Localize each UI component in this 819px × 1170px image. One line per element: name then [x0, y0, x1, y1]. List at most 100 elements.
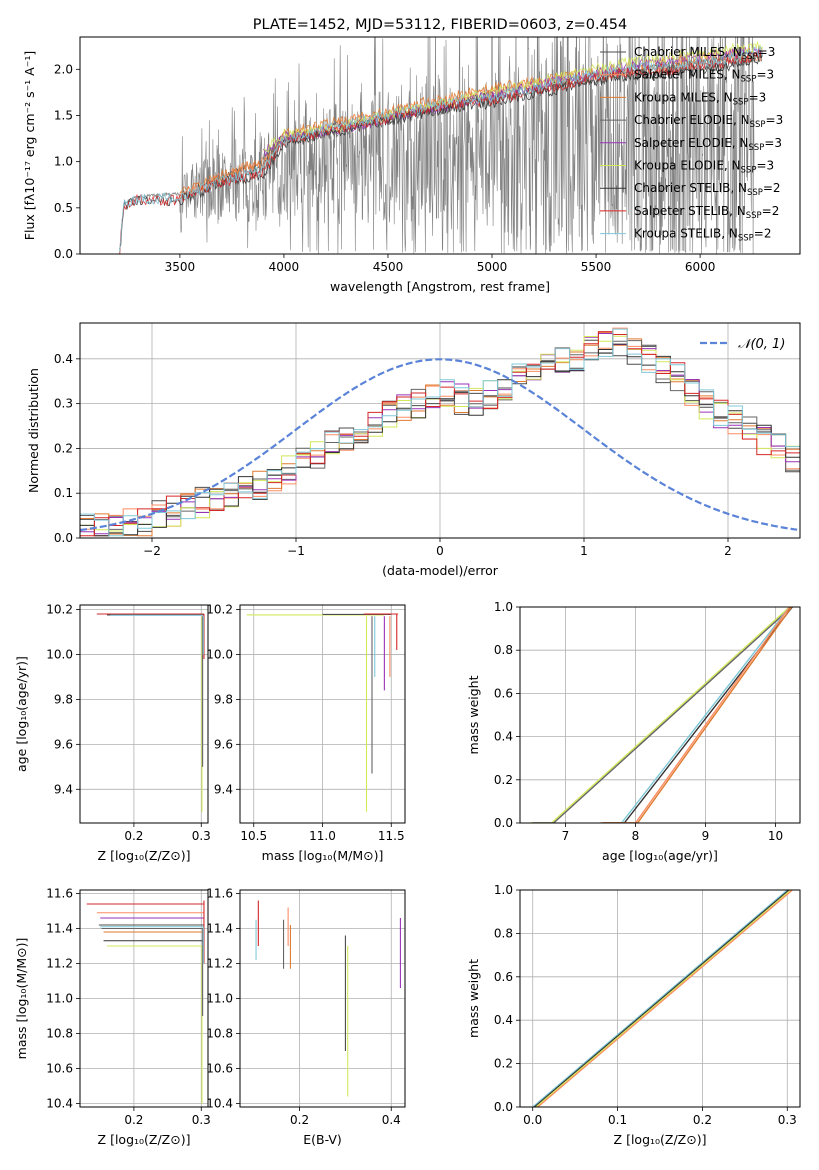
age_mass-ytick-label: 10.0: [206, 647, 233, 661]
legend-suffix: =2: [754, 227, 772, 241]
cumulative-line-salpeter-miles: [600, 607, 791, 823]
massweight_z-xtick-label: 0.2: [693, 1113, 712, 1127]
age_z-ytick-label: 9.6: [54, 737, 73, 751]
spectrum-xtick-label: 5000: [477, 260, 508, 274]
legend-suffix: =3: [766, 113, 784, 127]
spectrum-xtick-label: 4000: [269, 260, 300, 274]
cumulative-line-chabrier-stelib: [603, 607, 793, 823]
cumulative-line-kroupa-miles: [602, 607, 793, 823]
spectrum-title: PLATE=1452, MJD=53112, FIBERID=0603, z=0…: [253, 17, 627, 33]
normed-xtick-label: 0: [436, 544, 444, 558]
age_z-ytick-label: 10.0: [46, 647, 73, 661]
mass_z-ytick-label: 11.2: [46, 957, 73, 971]
massweight_age-ylabel: mass weight: [466, 675, 481, 754]
mass_ebv-ytick-label: 10.4: [206, 1097, 233, 1111]
mass_z-ytick-label: 10.4: [46, 1097, 73, 1111]
mass_ebv-xlabel: E(B-V): [303, 1132, 342, 1147]
legend-sub: SSP: [733, 97, 749, 107]
legend-sub: SSP: [738, 234, 754, 244]
massweight_z-ytick-label: 0.2: [494, 1057, 513, 1071]
age_z-ytick-label: 9.4: [54, 782, 73, 796]
cumulative-z-line-salpeter-miles: [537, 890, 793, 1107]
massweight_age-ytick-label: 0.4: [494, 730, 513, 744]
mass_ebv-ytick-label: 11.6: [206, 887, 233, 901]
massweight_z-xtick-label: 0.1: [608, 1113, 627, 1127]
normed-xtick-label: 1: [580, 544, 588, 558]
normed-xlabel: (data-model)/error: [382, 563, 499, 578]
massweight_age-ytick-label: 0.8: [494, 643, 513, 657]
normed-ytick-label: 0.4: [54, 352, 73, 366]
legend-entry: Salpeter STELIB, NSSP=2: [634, 204, 779, 221]
massweight_z-ylabel: mass weight: [466, 959, 481, 1038]
legend-label: Chabrier ELODIE, N: [634, 113, 750, 127]
mass_ebv-ytick-label: 10.6: [206, 1062, 233, 1076]
massweight_z-frame: [519, 889, 801, 1108]
mass_ebv-ytick-label: 10.8: [206, 1027, 233, 1041]
normed-xtick-label: 2: [724, 544, 732, 558]
spectrum-ytick-label: 2.0: [54, 62, 73, 76]
cumulative-z-line-chabrier-stelib: [533, 890, 790, 1107]
legend-entry: Kroupa MILES, NSSP=3: [634, 90, 766, 107]
massweight_age-ytick-label: 0.2: [494, 773, 513, 787]
mass_z-marks: [86, 900, 205, 1104]
spectrum-ylabel: Flux [fλ10⁻¹⁷ erg cm⁻² s⁻¹ A⁻¹]: [22, 51, 37, 240]
legend-label: Kroupa ELODIE, N: [634, 159, 741, 173]
spectrum-ytick-label: 1.0: [54, 155, 73, 169]
legend-suffix: =3: [758, 45, 776, 59]
age_mass-xlabel: mass [log₁₀(M/M⊙)]: [262, 848, 384, 863]
mass_z-ytick-label: 11.6: [46, 887, 73, 901]
massweight_age-xlabel: age [log₁₀(age/yr)]: [602, 848, 718, 863]
hist-step-kroupa-stelib: [80, 328, 800, 537]
mass_ebv-xtick-label: 0.4: [382, 1113, 401, 1127]
massweight_age-xtick-label: 10: [768, 829, 783, 843]
massweight_z-ytick-label: 0.8: [494, 926, 513, 940]
age_mass-xtick-label: 11.5: [378, 829, 405, 843]
legend-label: Kroupa MILES, N: [634, 90, 733, 104]
massweight_z-ytick-label: 0.4: [494, 1013, 513, 1027]
legend-label: Chabrier STELIB, N: [634, 181, 747, 195]
legend-entry: Kroupa STELIB, NSSP=2: [634, 227, 772, 244]
age_z-plot: 0.2 0.3 9.4 9.6 9.8 10.0 10.2 Z [log₁₀(Z/Z⊙)] ag…: [14, 602, 211, 863]
massweight_z-xtick-label: 0.0: [523, 1113, 542, 1127]
cumulative-line-kroupa-elodie: [530, 607, 790, 823]
legend-suffix: =3: [749, 90, 767, 104]
age_mass-ytick-label: 9.8: [214, 692, 233, 706]
normed-ytick-label: 0.2: [54, 441, 73, 455]
age_z-xlabel: Z [log₁₀(Z/Z⊙)]: [98, 848, 191, 863]
mass_z-frame: [79, 889, 209, 1108]
normed-frame: [79, 322, 801, 539]
cumulative-line-kroupa-stelib: [600, 607, 791, 823]
age_mass-ytick-label: 9.6: [214, 737, 233, 751]
spectrum-xtick-label: 4500: [373, 260, 404, 274]
massweight_age-ytick-label: 1.0: [494, 600, 513, 614]
mass_z-xtick-label: 0.3: [192, 1113, 211, 1127]
age_mass-ytick-label: 10.2: [206, 602, 233, 616]
age_mass-frame: [239, 604, 406, 824]
spectrum-ytick-label: 0.5: [54, 201, 73, 215]
massweight_z-ytick-label: 1.0: [494, 883, 513, 897]
model-line-salpeter-stelib: [119, 51, 763, 254]
legend-entry: Chabrier MILES, NSSP=3: [634, 45, 775, 62]
legend-suffix: =2: [763, 181, 781, 195]
normed-ylabel: Normed distribution: [26, 368, 41, 493]
age_z-ylabel: age [log₁₀(age/yr)]: [14, 656, 29, 772]
age_z-ytick-label: 9.8: [54, 692, 73, 706]
spectrum-frame: [79, 36, 801, 255]
spectrum-marks: [119, 37, 763, 254]
massweight_age-xtick-label: 8: [632, 829, 640, 843]
legend-sub: SSP: [741, 75, 757, 85]
legend-suffix: =3: [756, 68, 774, 82]
mass_z-ytick-label: 10.6: [46, 1062, 73, 1076]
legend-suffix: =3: [764, 136, 782, 150]
mass_ebv-frame: [239, 889, 406, 1108]
massweight_age-ytick-label: 0.0: [494, 816, 513, 830]
cumulative-z-line-kroupa-stelib: [532, 890, 788, 1107]
mass_z-xtick-label: 0.2: [124, 1113, 143, 1127]
model-line-kroupa-stelib: [119, 45, 763, 252]
cumulative-line-chabrier-elodie: [532, 607, 793, 823]
normed-ytick-label: 0.1: [54, 486, 73, 500]
mass_z-ytick-label: 10.8: [46, 1027, 73, 1041]
age_z-xtick-label: 0.3: [192, 829, 211, 843]
massweight_age-ytick-label: 0.6: [494, 686, 513, 700]
